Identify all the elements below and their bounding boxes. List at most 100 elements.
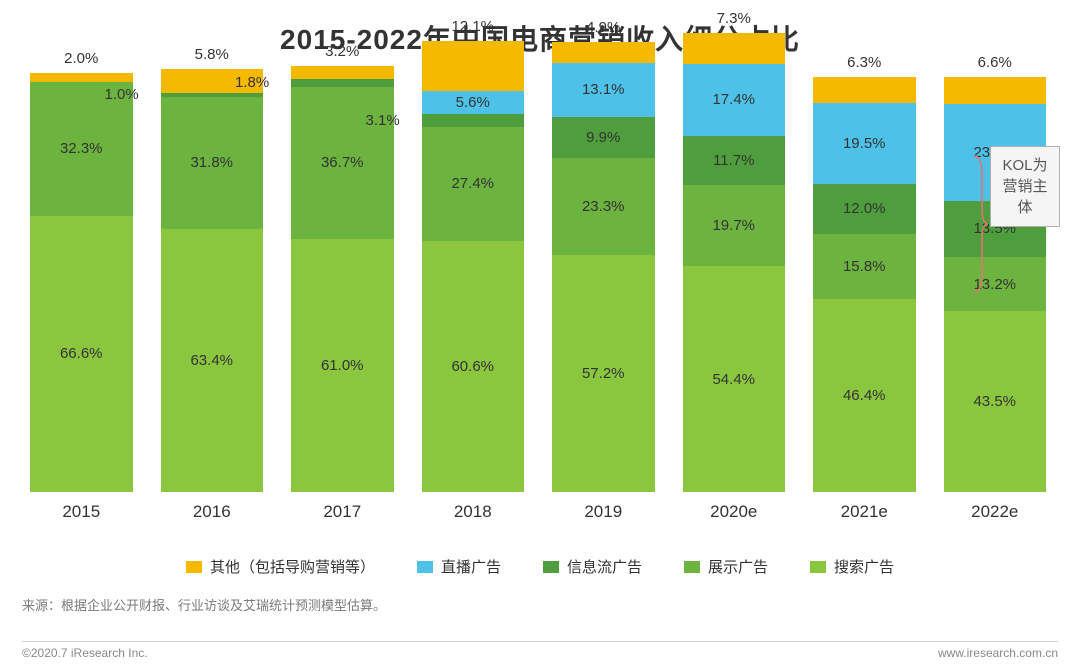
bar-segment-other <box>291 66 394 79</box>
bar-top-label: 2.0% <box>64 49 98 69</box>
bar-segment-display: 23.3% <box>552 158 655 255</box>
stacked-bar: 57.2% 23.3% 9.9% 13.1% <box>552 42 655 492</box>
year-group: 5.8%63.4%31.8%1.0%2016 <box>161 45 264 522</box>
bar-top-label: 4.9% <box>586 18 620 38</box>
bar-top-label: 12.1% <box>451 17 494 37</box>
segment-value: 46.4% <box>843 387 886 404</box>
bar-segment-search: 57.2% <box>552 255 655 492</box>
segment-value: 1.0% <box>105 86 139 103</box>
segment-value: 5.6% <box>456 94 490 111</box>
bar-segment-feed: 1.0% <box>161 93 264 97</box>
bar-segment-live: 5.6% <box>422 91 525 114</box>
bar-segment-feed: 3.1% <box>422 114 525 127</box>
segment-value: 9.9% <box>586 129 620 146</box>
stacked-bar: 46.4% 15.8% 12.0% 19.5% <box>813 77 916 492</box>
bar-segment-search: 54.4% <box>683 266 786 492</box>
segment-value: 12.0% <box>843 200 886 217</box>
annotation-box: KOL为营销主体 <box>990 146 1060 227</box>
segment-value: 23.3% <box>582 198 625 215</box>
legend-label: 展示广告 <box>708 556 768 577</box>
legend-label: 信息流广告 <box>567 556 642 577</box>
bar-segment-other <box>813 77 916 103</box>
source-note: 来源：根据企业公开财报、行业访谈及艾瑞统计预测模型估算。 <box>22 595 1058 614</box>
x-axis-label: 2020e <box>710 502 757 522</box>
legend-swatch <box>417 561 433 573</box>
bar-segment-display: 13.2% <box>944 257 1047 312</box>
legend-item-feed: 信息流广告 <box>543 556 642 577</box>
legend-label: 搜索广告 <box>834 556 894 577</box>
chart-legend: 其他（包括导购营销等） 直播广告 信息流广告 展示广告 搜索广告 <box>22 556 1058 577</box>
bar-segment-search: 66.6% <box>30 216 133 492</box>
bar-segment-feed: 12.0% <box>813 184 916 234</box>
legend-swatch <box>186 561 202 573</box>
bar-plot: 2.0%66.6%32.3%20155.8%63.4%31.8%1.0%2016… <box>22 82 1058 522</box>
footer: ©2020.7 iResearch Inc. www.iresearch.com… <box>22 641 1058 660</box>
stacked-bar: 63.4% 31.8% 1.0% <box>161 69 264 492</box>
bar-segment-other <box>683 33 786 63</box>
x-axis-label: 2019 <box>584 502 622 522</box>
bar-segment-search: 43.5% <box>944 311 1047 492</box>
year-group: 6.6%43.5%13.2%13.5%23.3%2022e <box>944 53 1047 522</box>
segment-value: 15.8% <box>843 258 886 275</box>
bar-segment-live: 13.1% <box>552 63 655 117</box>
segment-value: 31.8% <box>190 154 233 171</box>
copyright: ©2020.7 iResearch Inc. <box>22 646 148 660</box>
segment-value: 3.1% <box>366 112 400 129</box>
bar-segment-feed: 1.8% <box>291 79 394 86</box>
site-url: www.iresearch.com.cn <box>938 646 1058 660</box>
kol-annotation: KOL为营销主体 <box>990 146 1060 227</box>
bar-segment-search: 63.4% <box>161 229 264 492</box>
legend-label: 直播广告 <box>441 556 501 577</box>
bar-segment-search: 61.0% <box>291 239 394 492</box>
bar-segment-display: 27.4% <box>422 127 525 241</box>
segment-value: 13.1% <box>582 81 625 98</box>
stacked-bar: 66.6% 32.3% <box>30 73 133 492</box>
legend-label: 其他（包括导购营销等） <box>210 556 375 577</box>
bar-segment-display: 31.8% <box>161 97 264 229</box>
bar-top-label: 5.8% <box>195 45 229 65</box>
segment-value: 19.7% <box>712 217 755 234</box>
year-group: 7.3%54.4%19.7%11.7%17.4%2020e <box>683 9 786 522</box>
bar-segment-feed: 11.7% <box>683 136 786 185</box>
bar-top-label: 3.2% <box>325 42 359 62</box>
segment-value: 54.4% <box>712 371 755 388</box>
segment-value: 32.3% <box>60 140 103 157</box>
segment-value: 27.4% <box>451 175 494 192</box>
segment-value: 60.6% <box>451 358 494 375</box>
bar-segment-live: 17.4% <box>683 64 786 136</box>
chart-area: 2.0%66.6%32.3%20155.8%63.4%31.8%1.0%2016… <box>22 82 1058 552</box>
bar-top-label: 6.3% <box>847 53 881 73</box>
segment-value: 43.5% <box>973 393 1016 410</box>
stacked-bar: 43.5%13.2%13.5%23.3% <box>944 77 1047 492</box>
x-axis-label: 2021e <box>841 502 888 522</box>
bar-segment-display: 15.8% <box>813 234 916 300</box>
bracket-icon <box>972 154 988 294</box>
legend-swatch <box>684 561 700 573</box>
segment-value: 1.8% <box>235 74 269 91</box>
segment-value: 19.5% <box>843 135 886 152</box>
legend-item-display: 展示广告 <box>684 556 768 577</box>
stacked-bar: 61.0% 36.7% 1.8% <box>291 66 394 492</box>
year-group: 2.0%66.6%32.3%2015 <box>30 49 133 522</box>
bar-segment-display: 36.7% <box>291 87 394 239</box>
bar-segment-other <box>30 73 133 81</box>
segment-value: 66.6% <box>60 345 103 362</box>
segment-value: 63.4% <box>190 352 233 369</box>
bar-segment-search: 46.4% <box>813 299 916 492</box>
bar-segment-display: 19.7% <box>683 185 786 267</box>
bar-top-label: 6.6% <box>978 53 1012 73</box>
segment-value: 17.4% <box>712 91 755 108</box>
year-group: 6.3% 46.4% 15.8% 12.0% 19.5% 2021e <box>813 53 916 522</box>
segment-value: 11.7% <box>713 152 754 169</box>
bar-segment-other <box>944 77 1047 104</box>
year-group: 4.9% 57.2% 23.3% 9.9% 13.1% 2019 <box>552 18 655 522</box>
bar-segment-feed: 9.9% <box>552 117 655 158</box>
legend-swatch <box>543 561 559 573</box>
stacked-bar: 54.4% 19.7% 11.7% 17.4% <box>683 33 786 492</box>
stacked-bar: 60.6% 27.4% 3.1% 5.6% <box>422 41 525 492</box>
x-axis-label: 2018 <box>454 502 492 522</box>
legend-item-live: 直播广告 <box>417 556 501 577</box>
segment-value: 36.7% <box>321 154 364 171</box>
legend-swatch <box>810 561 826 573</box>
x-axis-label: 2017 <box>323 502 361 522</box>
